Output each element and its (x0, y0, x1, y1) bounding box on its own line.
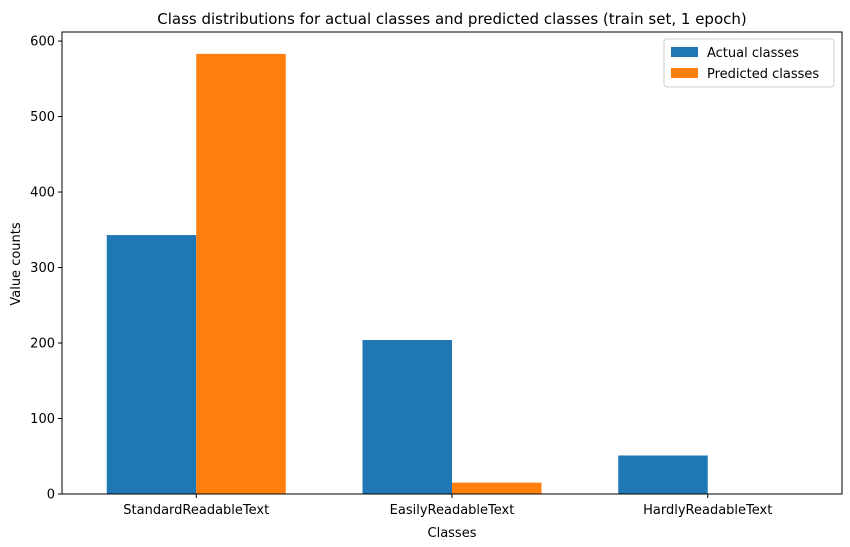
bar-actual-classes-1 (362, 340, 452, 494)
y-tick-label-2: 200 (30, 337, 55, 352)
y-tick-label-3: 300 (30, 261, 55, 276)
chart-title: Class distributions for actual classes a… (157, 10, 747, 28)
y-axis: 0 100 200 300 400 500 600 (30, 35, 62, 503)
y-tick-label-1: 100 (30, 412, 55, 427)
y-tick-label-4: 400 (30, 186, 55, 201)
bar-predicted-classes-0 (196, 53, 286, 495)
legend-swatch-0 (671, 47, 698, 57)
x-tick-label-0: StandardReadableText (123, 503, 269, 518)
y-tick-label-6: 600 (30, 35, 55, 50)
x-axis-label: Classes (428, 526, 477, 541)
legend-label-0: Actual classes (707, 46, 799, 61)
x-tick-label-2: HardlyReadableText (643, 503, 772, 518)
y-tick-label-5: 500 (30, 110, 55, 125)
y-axis-label: Value counts (9, 222, 24, 306)
x-tick-label-1: EasilyReadableText (390, 503, 515, 518)
x-axis: StandardReadableText EasilyReadableText Ha… (123, 494, 772, 518)
legend: Actual classes Predicted classes (663, 38, 835, 88)
legend-label-1: Predicted classes (707, 67, 819, 82)
bar-actual-classes-0 (106, 235, 197, 494)
legend-box (663, 38, 835, 88)
legend-swatch-1 (671, 68, 698, 78)
bar-predicted-classes-1 (452, 482, 542, 494)
plot-frame (61, 31, 843, 495)
y-tick-label-0: 0 (47, 488, 55, 503)
bars-group (106, 53, 708, 495)
bar-actual-classes-2 (618, 455, 708, 494)
